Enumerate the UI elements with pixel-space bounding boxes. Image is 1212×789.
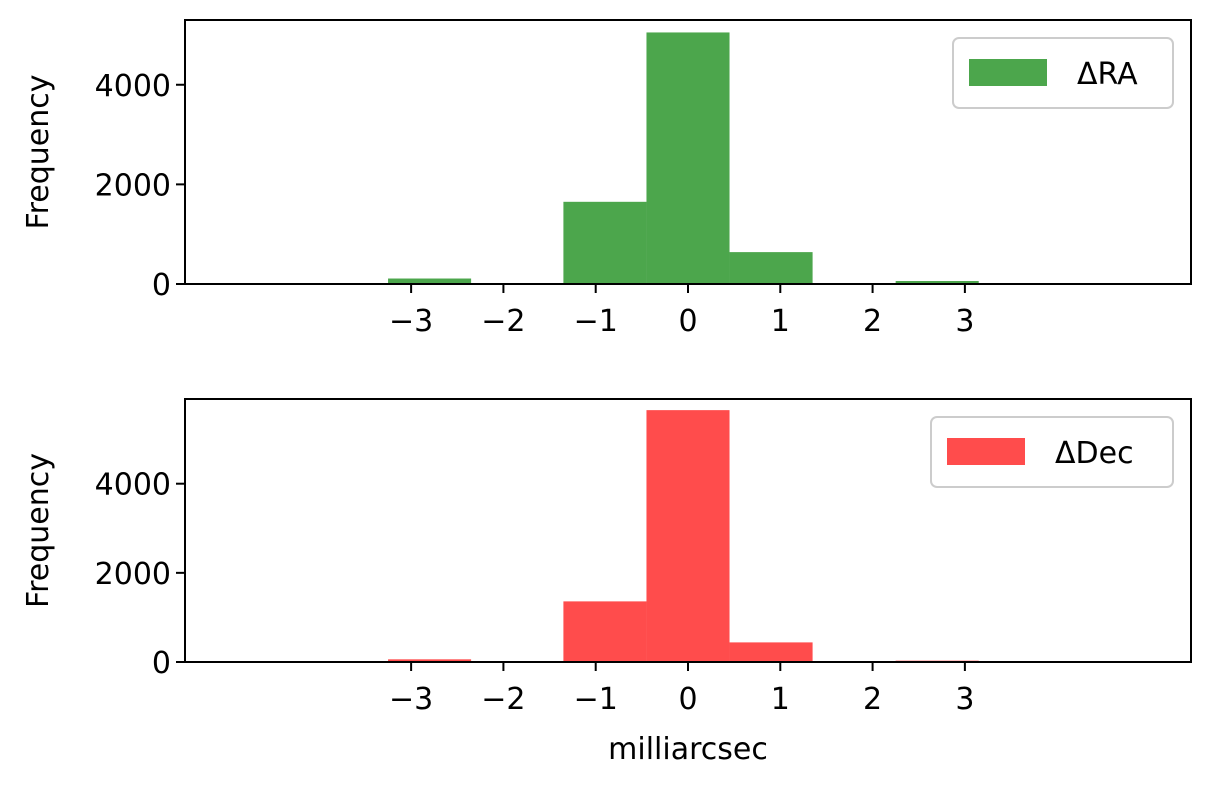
histogram-bar (563, 601, 647, 662)
legend-swatch (969, 59, 1047, 86)
x-tick-label: 1 (771, 682, 790, 717)
legend-box (930, 416, 1174, 488)
legend: ΔRA (952, 37, 1174, 109)
y-tick-label: 4000 (95, 69, 171, 104)
y-tick-label: 0 (152, 646, 171, 681)
x-tick-label: 2 (863, 682, 882, 717)
x-tick-label: −1 (574, 682, 618, 717)
x-tick-label: −3 (389, 304, 433, 339)
histogram-bar (563, 201, 647, 284)
x-tick-label: −2 (481, 682, 525, 717)
x-tick-label: −1 (574, 304, 618, 339)
histogram-bar (729, 642, 813, 662)
histogram-bar (895, 281, 979, 284)
x-tick-label: −3 (389, 682, 433, 717)
histogram-bar (729, 252, 813, 284)
y-axis-label: Frequency (21, 75, 56, 230)
y-tick-label: 4000 (95, 468, 171, 503)
x-axis-label: milliarcsec (608, 732, 768, 767)
x-tick-label: −2 (481, 304, 525, 339)
legend-swatch (947, 438, 1025, 465)
y-tick-label: 2000 (95, 168, 171, 203)
x-tick-label: 3 (955, 682, 974, 717)
histogram-bar (388, 659, 472, 662)
x-tick-label: 2 (863, 304, 882, 339)
legend: ΔDec (930, 416, 1174, 488)
histogram-bar (388, 278, 472, 284)
y-axis-label: Frequency (21, 453, 56, 608)
y-tick-label: 2000 (95, 557, 171, 592)
x-tick-label: 0 (678, 304, 697, 339)
histogram-bar (646, 410, 730, 662)
legend-label: ΔRA (1077, 57, 1138, 92)
x-tick-label: 3 (955, 304, 974, 339)
x-tick-label: 0 (678, 682, 697, 717)
histogram-bar (646, 32, 730, 285)
legend-label: ΔDec (1055, 436, 1134, 471)
x-tick-label: 1 (771, 304, 790, 339)
legend-box (952, 37, 1174, 109)
subplot-2: −3 −2 −1 0 1 2 3 0 2000 4000 Frequency milliarcsec Δ… (21, 398, 1192, 767)
subplot-1: −3 −2 −1 0 1 2 3 0 2000 4000 Frequency ΔRA (21, 19, 1192, 339)
y-tick-label: 0 (152, 268, 171, 303)
